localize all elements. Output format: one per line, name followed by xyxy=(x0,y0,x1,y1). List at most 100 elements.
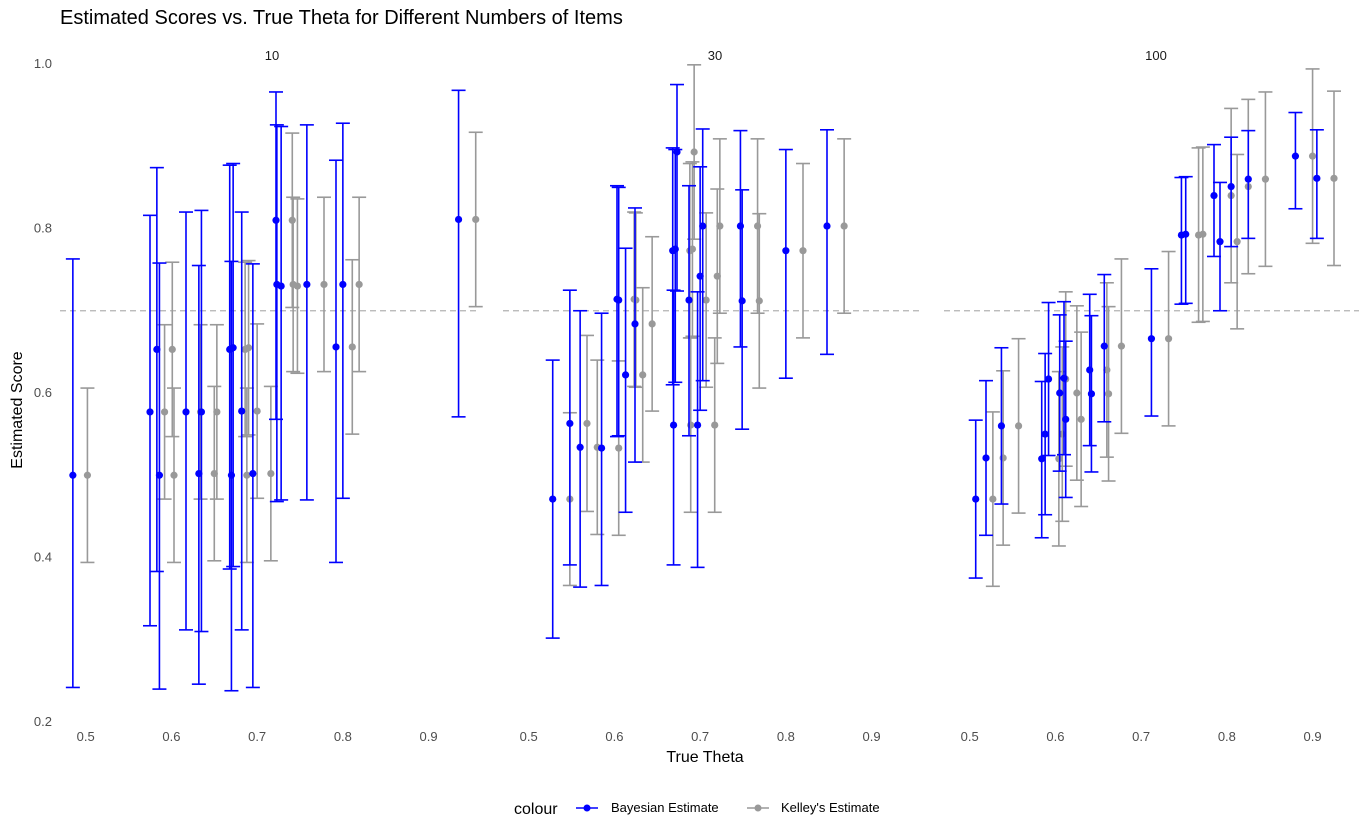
bayesian-errorbar xyxy=(274,125,289,501)
bayesian-point xyxy=(1227,182,1235,191)
x-tick-label: 0.8 xyxy=(777,729,795,744)
bayesian-errorbar xyxy=(562,289,577,566)
kelley-point xyxy=(989,495,997,503)
bayesian-point xyxy=(332,343,340,351)
x-tick-label: 0.9 xyxy=(863,729,881,744)
kelley-point xyxy=(472,215,480,224)
kelley-point xyxy=(1308,152,1317,160)
bayesian-point xyxy=(1060,374,1068,382)
bayesian-errorbar xyxy=(194,209,209,633)
bayesian-errorbar xyxy=(149,166,164,573)
bayesian-point xyxy=(1087,390,1096,398)
facet-strip-label: 100 xyxy=(1145,48,1167,63)
kelley-point xyxy=(1233,238,1241,246)
kelley-point xyxy=(716,222,724,230)
bayesian-point xyxy=(693,421,702,429)
bayesian-point xyxy=(454,215,463,224)
bayesian-point xyxy=(782,247,790,255)
bayesian-point xyxy=(229,344,237,352)
bayesian-point xyxy=(549,495,557,503)
legend-entry-bayesian: Bayesian Estimate xyxy=(576,800,719,815)
bayesian-errorbar xyxy=(733,129,748,348)
x-tick-label: 0.5 xyxy=(961,729,979,744)
facet-panel-30: 30 0.5 0.6 0.7 0.8 0.9 xyxy=(520,48,881,744)
bayesian-point xyxy=(249,470,257,478)
kelley-point xyxy=(1199,230,1207,238)
bayesian-errorbar xyxy=(179,211,193,631)
y-tick-label: 0.6 xyxy=(34,385,52,400)
bayesian-point xyxy=(631,320,639,328)
bayesian-errorbar xyxy=(1144,268,1159,417)
x-axis-title: True Theta xyxy=(666,749,743,766)
y-tick-label: 0.2 xyxy=(34,714,52,729)
bayesian-errorbar xyxy=(269,124,284,503)
kelley-point xyxy=(293,282,302,290)
bayesian-point xyxy=(303,280,311,289)
bayesian-errorbar xyxy=(611,186,626,437)
bayesian-point xyxy=(823,222,831,230)
bayesian-point xyxy=(1100,342,1108,350)
y-axis-title: Estimated Score xyxy=(9,351,26,468)
bayesian-point xyxy=(1244,175,1252,183)
x-tick-label: 0.7 xyxy=(691,729,709,744)
kelley-point xyxy=(632,296,640,304)
bayesian-point xyxy=(699,222,707,230)
bayesian-point xyxy=(738,297,746,305)
bayesian-errorbar xyxy=(1309,129,1324,240)
bayesian-errorbar xyxy=(451,89,466,418)
kelley-point xyxy=(688,245,697,253)
bayesian-point xyxy=(566,419,574,428)
legend-title: colour xyxy=(514,801,558,818)
bayesian-point xyxy=(339,280,347,289)
legend-key-point xyxy=(583,804,591,812)
bayesian-point xyxy=(673,148,681,156)
bayesian-errorbar xyxy=(1213,181,1227,312)
kelley-point xyxy=(1261,175,1270,183)
bayesian-errorbar xyxy=(820,129,834,356)
bayesian-errorbar xyxy=(693,166,708,412)
chart-title: Estimated Scores vs. True Theta for Diff… xyxy=(60,7,623,29)
x-tick-label: 0.9 xyxy=(420,729,438,744)
kelley-point xyxy=(615,444,623,452)
kelley-point xyxy=(348,343,356,351)
bayesian-point xyxy=(1291,152,1300,160)
x-tick-label: 0.8 xyxy=(334,729,352,744)
kelley-point xyxy=(213,408,221,416)
bayesian-point xyxy=(1210,192,1218,200)
bayesian-point xyxy=(982,454,990,462)
bayesian-errorbar xyxy=(222,164,237,570)
legend-label: Bayesian Estimate xyxy=(611,800,719,815)
bayesian-series xyxy=(968,111,1324,579)
bayesian-point xyxy=(272,216,280,224)
bayesian-errorbar xyxy=(1224,136,1239,248)
bayesian-errorbar xyxy=(695,128,710,382)
kelley-point xyxy=(711,421,719,429)
bayesian-errorbar xyxy=(628,207,642,463)
kelley-point xyxy=(267,470,275,478)
kelley-point xyxy=(320,280,328,289)
y-tick-label: 0.8 xyxy=(34,221,52,236)
bayesian-point xyxy=(1062,415,1070,423)
bayesian-series xyxy=(545,83,834,639)
y-tick-label: 0.4 xyxy=(34,550,52,565)
legend-label: Kelley's Estimate xyxy=(781,800,880,815)
kelley-point xyxy=(1077,415,1085,423)
kelley-point xyxy=(755,297,763,305)
bayesian-point xyxy=(1216,238,1224,246)
bayesian-errorbar xyxy=(682,184,696,437)
kelley-point xyxy=(687,421,695,429)
bayesian-point xyxy=(1147,335,1156,343)
bayesian-errorbar xyxy=(610,184,624,438)
kelley-point xyxy=(702,296,710,304)
kelley-point xyxy=(639,371,647,379)
bayesian-point xyxy=(1044,375,1053,383)
bayesian-errorbar xyxy=(618,247,633,514)
kelley-point xyxy=(999,454,1007,462)
bayesian-errorbar xyxy=(226,162,241,568)
bayesian-errorbar xyxy=(1178,175,1193,305)
bayesian-series xyxy=(65,89,466,692)
kelley-point xyxy=(1164,335,1173,343)
facet-panel-100: 100 0.5 0.6 0.7 0.8 0.9 xyxy=(961,48,1341,744)
x-tick-label: 0.5 xyxy=(520,729,538,744)
kelley-point xyxy=(690,148,698,156)
